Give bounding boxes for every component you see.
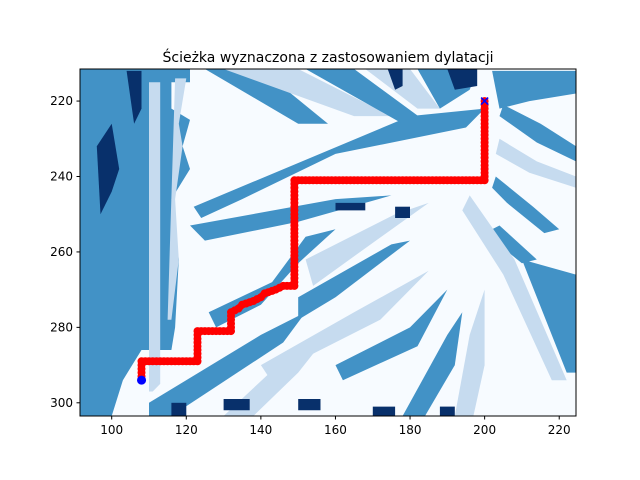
y-tick-label: 260	[50, 245, 73, 259]
center-diagonal-5	[335, 289, 448, 381]
left-inner-light-band	[149, 82, 161, 392]
occupancy-map	[80, 69, 576, 416]
lower-fan-4	[454, 289, 485, 416]
y-tick-label: 240	[50, 169, 73, 183]
y-tick-label: 220	[50, 94, 73, 108]
path-markers	[137, 97, 489, 381]
x-axis-ticks: 100 120 140 160 180 200 220	[100, 416, 571, 437]
y-axis-ticks: 220 240 260 280 300	[50, 94, 80, 410]
right-lower-fan	[462, 195, 567, 381]
center-diagonal-2	[305, 202, 429, 286]
left-inner-light-band-2	[167, 78, 187, 320]
y-tick-label: 300	[50, 396, 73, 410]
right-diagonal-1	[499, 104, 576, 162]
axes-frame	[79, 68, 577, 417]
right-lower-band-2	[484, 225, 537, 264]
lower-fan-1	[149, 312, 306, 416]
x-tick-label: 160	[324, 423, 347, 437]
x-tick-label: 200	[473, 423, 496, 437]
y-tick-label: 280	[50, 320, 73, 334]
x-tick-label: 100	[100, 423, 123, 437]
bottom-dark-block-3	[298, 399, 321, 411]
upper-diagonal-band	[193, 108, 485, 218]
mid-dark-block-1	[335, 202, 366, 211]
right-diagonal-2	[495, 138, 576, 188]
left-wedge-dark-2	[126, 70, 142, 124]
upper-fan-4	[365, 69, 440, 109]
lower-fan-3	[402, 312, 463, 416]
bottom-dark-block-1	[171, 402, 187, 416]
goal-marker	[480, 96, 489, 106]
x-tick-label: 140	[249, 423, 272, 437]
chart-title: Ścieżka wyznaczona z zastosowaniem dylat…	[163, 48, 494, 66]
lower-fan-2	[223, 334, 328, 416]
center-diagonal-3	[298, 240, 410, 320]
bottom-dark-block-5	[439, 406, 455, 416]
right-diagonal-3	[492, 176, 560, 234]
bottom-dark-block-4	[372, 406, 396, 416]
bottom-dark-block-2	[223, 399, 250, 411]
upper-fan-1	[204, 69, 328, 124]
upper-dark-block-2	[447, 69, 478, 90]
upper-fan-3	[305, 69, 429, 124]
left-wedge-dark	[96, 123, 120, 215]
plot-area	[80, 69, 576, 416]
x-tick-label: 180	[399, 423, 422, 437]
x-tick-label: 220	[548, 423, 571, 437]
x-tick-label: 120	[175, 423, 198, 437]
upper-fan-2	[223, 69, 392, 117]
mid-dark-block-2	[395, 206, 410, 218]
upper-dark-block	[387, 69, 403, 90]
right-upper-fan	[492, 70, 576, 109]
right-lower-band	[521, 259, 576, 373]
goal-marker-stroke	[480, 96, 489, 106]
start-marker	[137, 375, 147, 385]
